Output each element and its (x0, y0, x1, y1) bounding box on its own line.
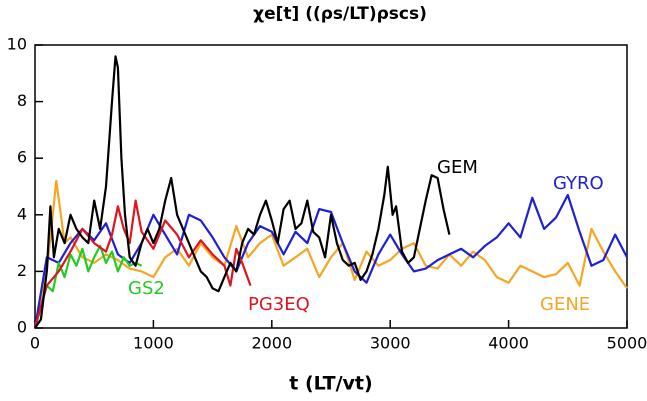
x-tick-label: 3000 (370, 334, 411, 353)
y-tick-label: 2 (17, 261, 27, 280)
x-tick-label: 4000 (488, 334, 529, 353)
series-label: GEM (437, 157, 478, 178)
y-tick-label: 8 (17, 91, 27, 110)
series-line (33, 179, 628, 329)
series-line (33, 244, 143, 329)
y-tick-label: 10 (7, 35, 27, 54)
x-tick-label: 1000 (133, 334, 174, 353)
series-label: GENE (540, 294, 590, 315)
x-tick-label: 0 (30, 334, 40, 353)
chart-title: χe[t] ((ρs/LT)ρscs) (253, 4, 427, 24)
x-axis-label: t (LT/vt) (289, 373, 372, 395)
series-line (34, 55, 451, 329)
y-tick-label: 6 (17, 148, 27, 167)
y-tick-label: 4 (17, 204, 27, 223)
series-label: PG3EQ (248, 294, 310, 315)
series-label: GYRO (553, 173, 604, 194)
plot-frame (34, 44, 628, 329)
series-label: GS2 (128, 278, 165, 299)
y-tick-label: 0 (17, 318, 27, 337)
x-tick-label: 2000 (251, 334, 292, 353)
x-tick-label: 5000 (607, 334, 647, 353)
series-line (33, 193, 628, 329)
